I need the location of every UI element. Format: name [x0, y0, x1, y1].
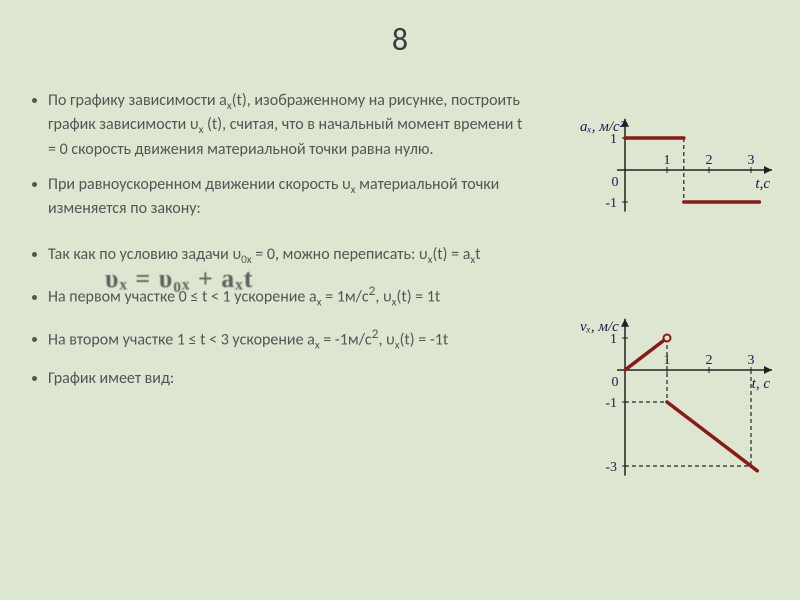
- svg-text:vₓ, м/с: vₓ, м/с: [580, 319, 619, 335]
- bullet-1: По графику зависимости ax(t), изображенн…: [48, 90, 530, 160]
- svg-text:0: 0: [612, 175, 619, 190]
- svg-text:2: 2: [706, 353, 713, 368]
- svg-text:2: 2: [706, 153, 713, 168]
- bullet-4: На первом участке 0 ≤ t < 1 ускорение ax…: [48, 282, 530, 311]
- bullet-6: График имеет вид:: [48, 368, 530, 390]
- svg-text:1: 1: [664, 153, 671, 168]
- slide-title: 8: [0, 20, 800, 59]
- svg-text:t, c: t, c: [752, 376, 771, 392]
- bullet-5: На втором участке 1 ≤ t < 3 ускорение ax…: [48, 325, 530, 354]
- svg-text:-3: -3: [605, 460, 617, 475]
- bullet-3: Так как по условию задачи υ0x = 0, можно…: [48, 244, 530, 268]
- svg-text:t,c: t,c: [755, 176, 770, 192]
- svg-text:3: 3: [748, 353, 755, 368]
- bullet-spacer: [48, 234, 530, 244]
- svg-text:-1: -1: [605, 396, 617, 411]
- acceleration-chart: 123-110t,caₓ, м/с²: [570, 85, 785, 225]
- svg-text:0: 0: [612, 375, 619, 390]
- velocity-chart: 123-3-110t, cvₓ, м/с: [570, 300, 785, 510]
- svg-text:3: 3: [748, 153, 755, 168]
- bullet-2: При равноускоренном движении скорость υx…: [48, 174, 530, 220]
- svg-text:-1: -1: [605, 196, 617, 211]
- svg-text:aₓ, м/с²: aₓ, м/с²: [580, 119, 625, 135]
- text-column: По графику зависимости ax(t), изображенн…: [30, 90, 530, 403]
